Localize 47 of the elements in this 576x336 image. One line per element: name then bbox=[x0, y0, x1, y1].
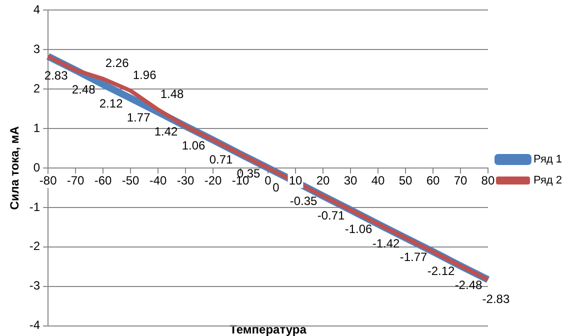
y-tick-label: 2 bbox=[33, 81, 40, 96]
data-label: 1.42 bbox=[154, 124, 178, 138]
data-label: 1.77 bbox=[126, 110, 151, 124]
x-tick-label: 80 bbox=[481, 173, 495, 188]
data-label: 1.06 bbox=[182, 138, 206, 152]
x-tick-label: -40 bbox=[149, 173, 168, 188]
data-label: -2.48 bbox=[454, 278, 482, 292]
y-tick-label: 4 bbox=[33, 2, 40, 17]
data-label: -2.12 bbox=[427, 264, 455, 278]
x-tick-label: -30 bbox=[176, 173, 195, 188]
x-tick-label: -60 bbox=[94, 173, 112, 188]
data-label: -1.06 bbox=[344, 222, 373, 236]
y-tick-label: -1 bbox=[29, 200, 40, 214]
x-tick-label: 40 bbox=[371, 173, 385, 188]
data-label: 2.26 bbox=[105, 56, 130, 70]
data-label: -0.35 bbox=[290, 194, 318, 208]
data-label: -2.83 bbox=[482, 292, 510, 306]
legend-label: Ряд 2 bbox=[533, 174, 562, 187]
data-label: -1.77 bbox=[400, 250, 428, 264]
x-tick-label: 60 bbox=[426, 173, 440, 188]
x-tick-label: 0 bbox=[264, 173, 272, 188]
data-label: -0.71 bbox=[317, 208, 346, 222]
data-label: -1.42 bbox=[372, 236, 400, 250]
data-label: 1.96 bbox=[132, 68, 157, 82]
x-tick-label: -70 bbox=[66, 173, 85, 188]
y-tick-label: -3 bbox=[29, 278, 40, 293]
legend-label: Ряд 1 bbox=[533, 154, 562, 166]
x-tick-label: -50 bbox=[122, 173, 140, 188]
y-tick-label: 3 bbox=[33, 42, 40, 56]
y-axis-title: Сила тока, мА bbox=[8, 126, 22, 210]
x-axis-title: Температура bbox=[230, 322, 307, 336]
data-label: 2.83 bbox=[44, 68, 68, 83]
x-tick-label: 30 bbox=[344, 173, 358, 188]
y-tick-label: -2 bbox=[29, 239, 40, 254]
y-tick-label: 1 bbox=[33, 120, 40, 135]
data-label: 1.48 bbox=[160, 86, 184, 101]
x-tick-label: -80 bbox=[39, 173, 58, 188]
y-tick-label: 0 bbox=[33, 160, 40, 174]
x-tick-label: -20 bbox=[204, 173, 222, 188]
y-tick-label: -4 bbox=[29, 318, 40, 332]
data-label: 2.48 bbox=[72, 82, 96, 96]
x-tick-label: 20 bbox=[316, 173, 330, 188]
data-label: 0.71 bbox=[209, 152, 234, 166]
x-tick-label: 10 bbox=[288, 173, 303, 188]
x-tick-label: 50 bbox=[398, 173, 412, 188]
data-label: 2.12 bbox=[99, 96, 124, 111]
x-tick-label: 70 bbox=[454, 173, 468, 188]
